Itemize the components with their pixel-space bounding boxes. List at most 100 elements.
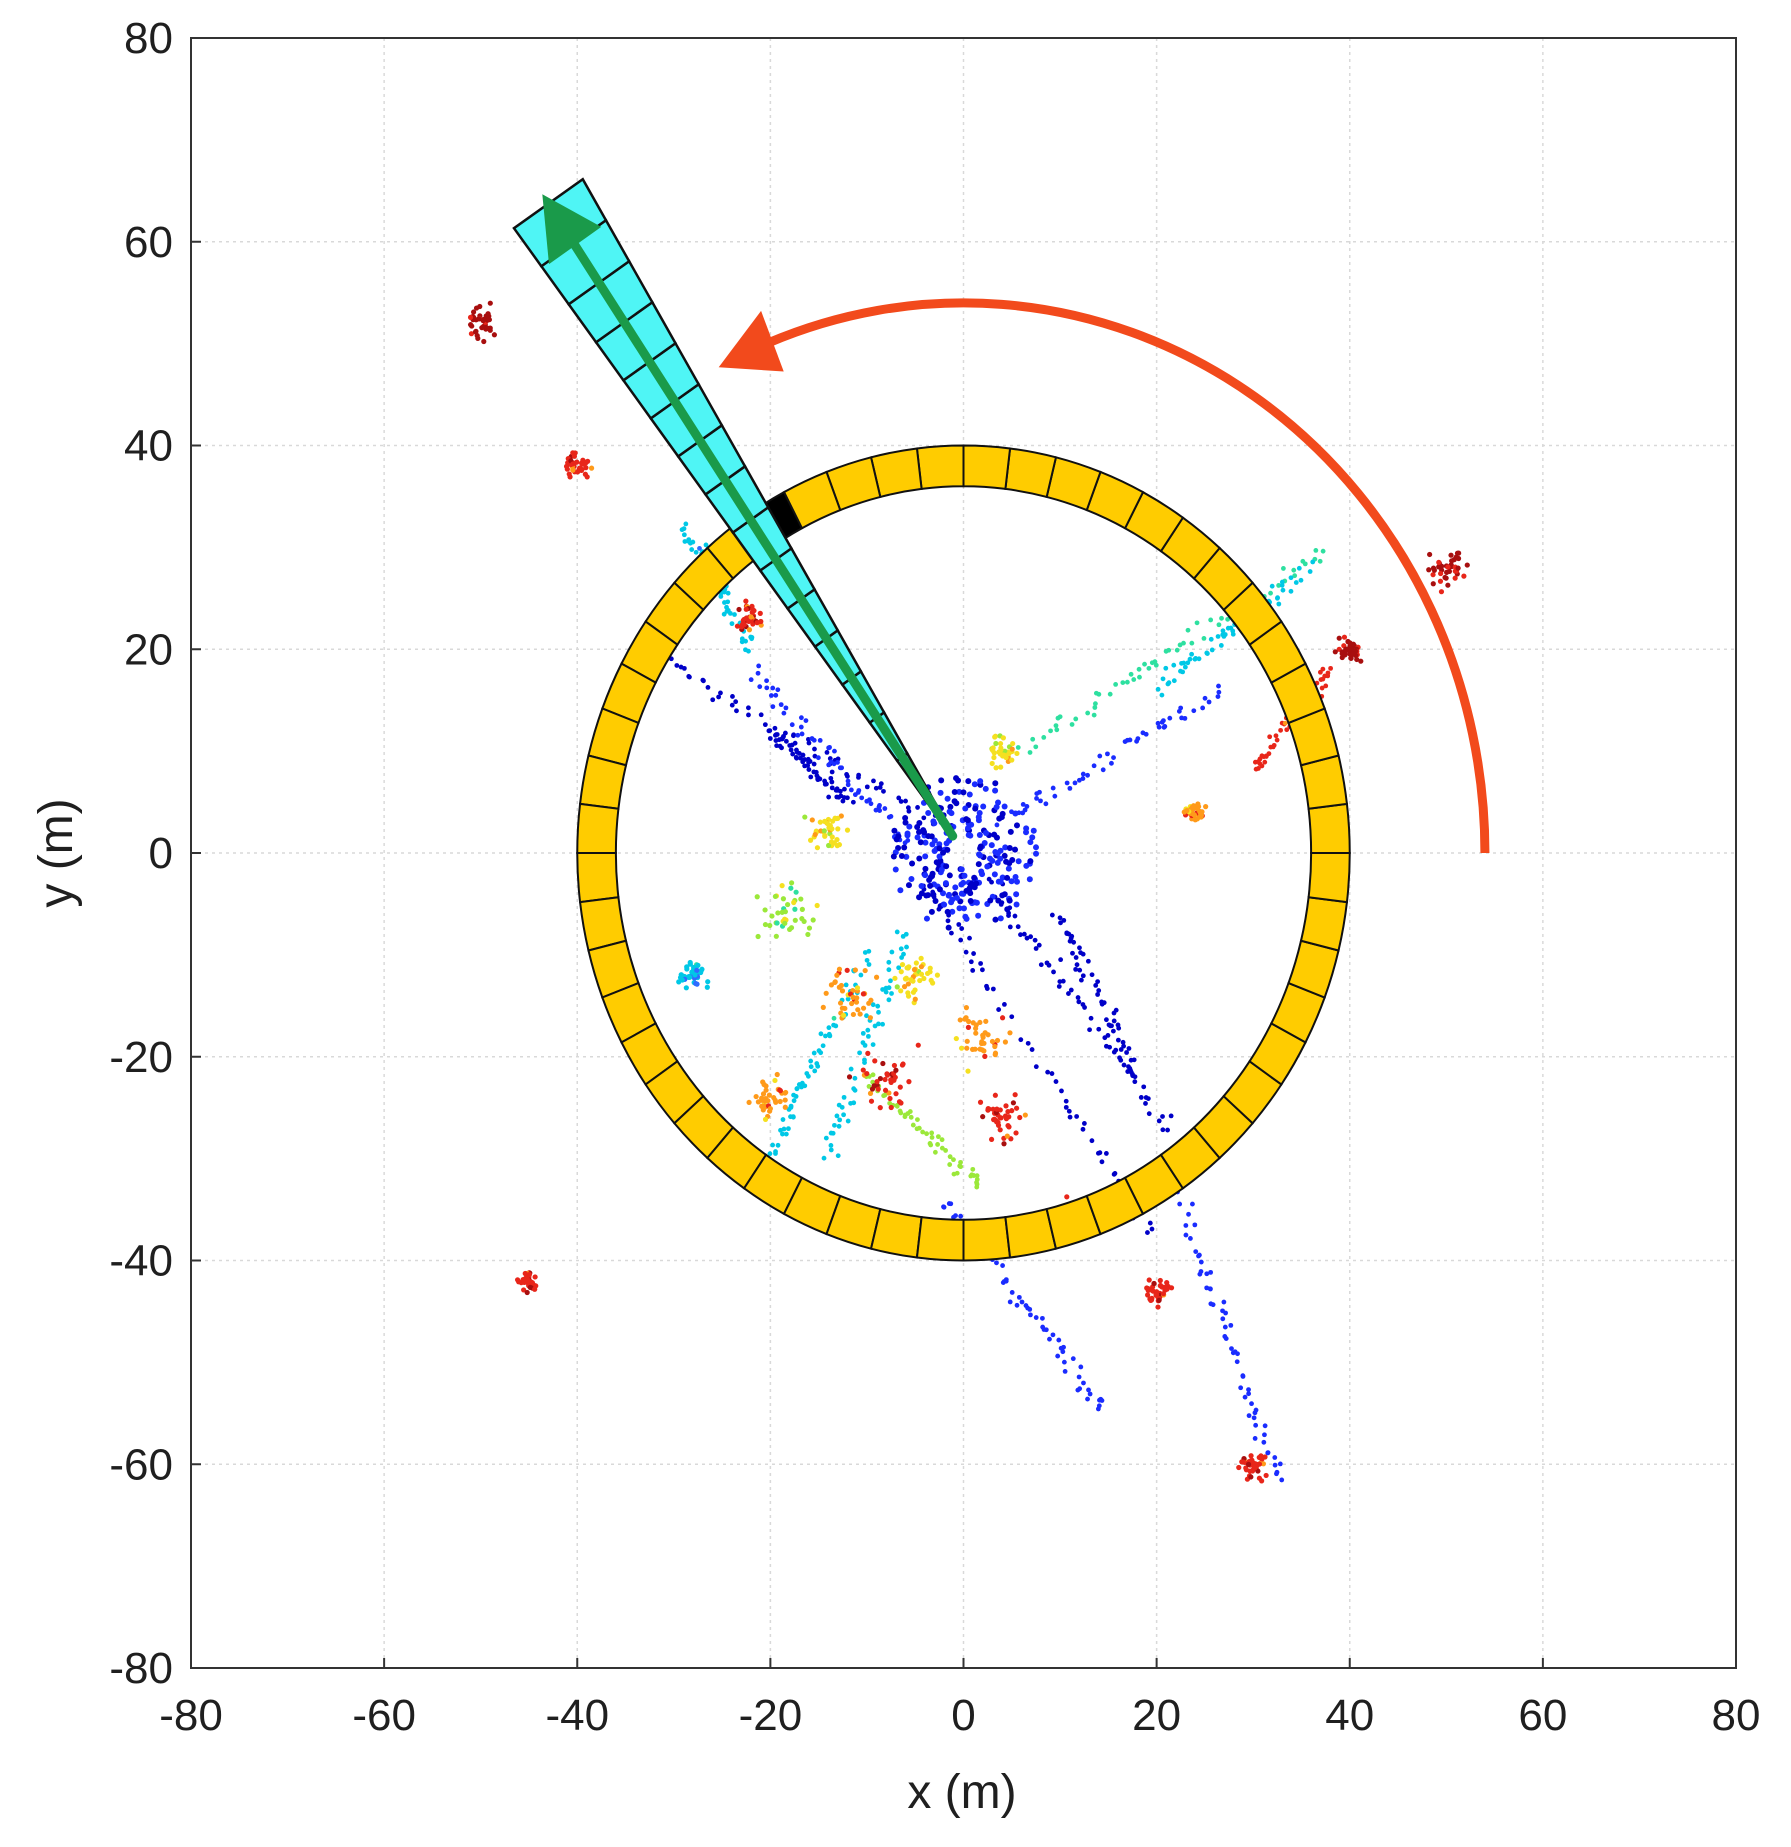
point (1156, 1118, 1162, 1124)
point (963, 1005, 970, 1011)
point (1073, 955, 1079, 960)
point (1191, 708, 1197, 714)
point (1066, 1108, 1072, 1114)
point (778, 702, 784, 708)
point (1249, 1457, 1255, 1463)
point (1220, 628, 1226, 634)
point (1099, 1159, 1105, 1165)
point (1074, 962, 1080, 968)
point (960, 905, 967, 912)
point (1131, 677, 1137, 682)
point (908, 977, 914, 983)
point (832, 815, 838, 821)
point (908, 1114, 914, 1120)
point (570, 461, 576, 467)
y-tick-label: 40 (124, 422, 173, 471)
point (1120, 680, 1126, 686)
point (844, 967, 850, 973)
point (918, 964, 925, 970)
point (799, 731, 805, 737)
point (1171, 678, 1177, 684)
point (1052, 793, 1058, 799)
y-tick-label: -60 (109, 1440, 173, 1489)
point (878, 781, 884, 787)
point (930, 818, 937, 825)
point (1001, 852, 1008, 859)
point (832, 748, 837, 754)
point (1240, 1459, 1246, 1465)
point (843, 982, 849, 988)
point (1012, 913, 1018, 919)
point (877, 1105, 883, 1111)
point (829, 834, 835, 840)
point (773, 732, 779, 738)
point (1202, 695, 1208, 701)
point (1077, 967, 1083, 973)
point (1216, 622, 1222, 628)
rotation-arrow (718, 298, 1490, 854)
point (1276, 601, 1282, 607)
point (1064, 1194, 1070, 1200)
point (1191, 812, 1197, 818)
point (736, 606, 742, 613)
point (915, 1117, 920, 1122)
point (1298, 577, 1304, 583)
point (1092, 701, 1098, 707)
point (1043, 801, 1049, 807)
point (898, 1110, 904, 1116)
point (1013, 891, 1020, 898)
point (1013, 878, 1020, 885)
point (770, 1142, 776, 1148)
point (472, 329, 479, 335)
point (1452, 575, 1458, 581)
point (988, 1136, 995, 1143)
point (982, 1030, 988, 1036)
point (1230, 1350, 1236, 1356)
point (920, 1129, 926, 1135)
point (922, 839, 929, 846)
point (921, 815, 927, 821)
point (1000, 1263, 1005, 1268)
y-tick-label: -20 (109, 1033, 173, 1082)
point (896, 795, 902, 801)
point (925, 810, 932, 817)
point (1198, 1269, 1204, 1274)
point (1256, 1454, 1262, 1461)
point (830, 1130, 836, 1136)
point (1061, 1359, 1067, 1365)
point (1085, 772, 1090, 778)
point (946, 872, 953, 879)
point (1146, 1277, 1152, 1283)
point (915, 805, 920, 810)
point (1125, 1069, 1131, 1074)
point (1155, 686, 1161, 692)
point (782, 1090, 788, 1096)
point (773, 1151, 778, 1156)
point (1058, 920, 1063, 926)
x-tick-labels: -80 -60 -40 -20 0 20 40 60 80 (159, 1691, 1760, 1740)
point (1215, 634, 1221, 639)
point (1336, 635, 1342, 641)
point (888, 1077, 894, 1083)
point (1016, 1294, 1022, 1300)
point (1163, 1284, 1169, 1290)
point (1265, 1450, 1271, 1456)
y-axis-label: y (m) (30, 798, 83, 907)
point (782, 1097, 788, 1103)
point (938, 777, 945, 784)
point (860, 1030, 866, 1036)
point (838, 793, 844, 799)
point (967, 898, 974, 905)
point (1033, 1315, 1039, 1320)
point (979, 967, 985, 973)
point (795, 732, 801, 738)
point (834, 794, 840, 800)
point (822, 778, 828, 784)
point (946, 808, 953, 815)
point (823, 1135, 829, 1141)
point (852, 967, 858, 973)
point (865, 1033, 871, 1039)
point (1178, 705, 1184, 711)
point (1438, 570, 1444, 577)
point (1464, 562, 1470, 568)
